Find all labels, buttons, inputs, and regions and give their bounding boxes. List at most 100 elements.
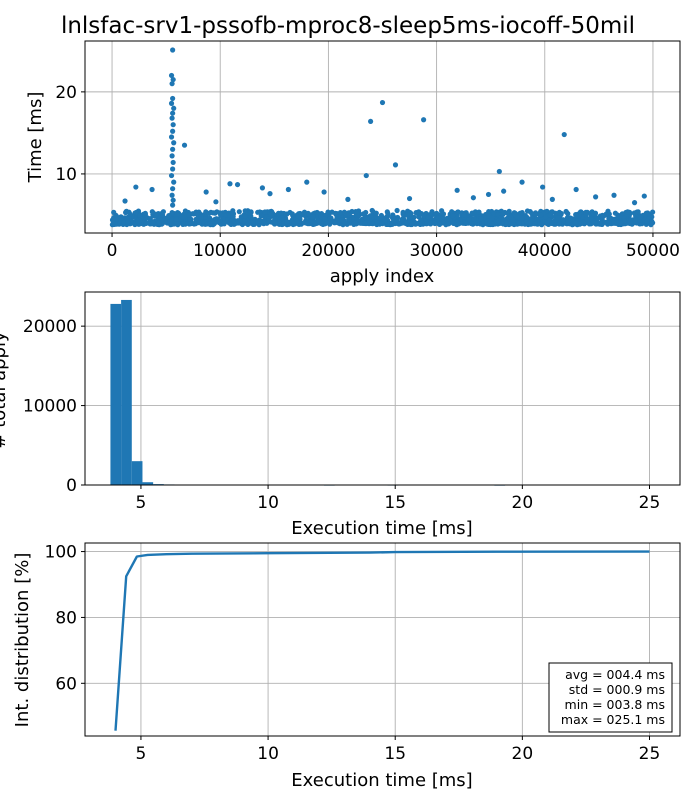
scatter-baseline-point (217, 217, 223, 224)
scatter-baseline-point (166, 213, 172, 219)
scatter-baseline-point (167, 219, 173, 225)
scatter-point-20 (169, 192, 175, 198)
scatter-point-54 (549, 196, 555, 202)
scatter-baseline-point (400, 209, 406, 215)
scatter-point-12 (171, 140, 177, 146)
scatter-baseline-point (160, 212, 166, 218)
scatter-baseline-point (555, 215, 561, 221)
scatter-baseline-point (332, 220, 338, 226)
scatter-baseline-point (538, 212, 544, 218)
scatter-baseline-point (516, 220, 523, 226)
scatter-baseline-point (495, 218, 501, 224)
cumulative-ytick-label-2: 100 (45, 543, 77, 563)
scatter-baseline-point (578, 220, 584, 226)
scatter-baseline-point (133, 209, 139, 216)
scatter-baseline-point (324, 220, 330, 226)
histogram-ylabel: # total apply (0, 331, 10, 449)
scatter-baseline-point (125, 219, 131, 225)
scatter-point-28 (392, 162, 399, 168)
scatter-xlabel: apply index (330, 266, 435, 287)
scatter-baseline-point (265, 218, 272, 224)
histogram-bar-1 (121, 299, 132, 485)
scatter-baseline-point (532, 221, 538, 227)
scatter-baseline-point (440, 211, 447, 217)
scatter-baseline-point (649, 219, 655, 226)
scatter-xtick-label-4: 40000 (518, 241, 572, 261)
scatter-baseline-point (504, 221, 510, 227)
scatter-point-46 (593, 194, 599, 200)
scatter-baseline-point (423, 221, 430, 227)
cumulative-ytick-label-0: 60 (55, 674, 77, 694)
scatter-point-6 (171, 105, 177, 111)
scatter-baseline-point (127, 211, 133, 217)
scatter-baseline-point (352, 220, 358, 226)
scatter-baseline-point (207, 220, 213, 227)
scatter-baseline-point (360, 211, 366, 217)
scatter-baseline-point (376, 215, 382, 221)
stats-min: min = 003.8 ms (565, 697, 665, 712)
cumulative-ylabel: Int. distribution [%] (12, 553, 33, 728)
scatter-baseline-point (644, 218, 650, 224)
scatter-baseline-point (643, 210, 649, 216)
scatter-point-53 (122, 198, 128, 204)
scatter-baseline-point (179, 214, 185, 220)
scatter-point-29 (496, 168, 502, 175)
scatter-baseline-point (450, 213, 456, 219)
scatter-baseline-point (153, 213, 159, 219)
scatter-baseline-point (329, 209, 335, 215)
scatter-baseline-point (305, 221, 311, 227)
scatter-baseline-point (278, 210, 284, 216)
scatter-baseline-point (565, 219, 571, 225)
scatter-baseline-point (150, 220, 156, 226)
cumulative-line-layer (114, 550, 650, 731)
scatter-baseline-point (382, 217, 388, 223)
scatter-baseline-point (445, 221, 451, 227)
scatter-baseline-point (111, 209, 117, 215)
scatter-baseline-point (577, 209, 584, 215)
scatter-point-51 (345, 196, 351, 202)
scatter-point-8 (169, 115, 175, 121)
scatter-baseline-point (574, 213, 580, 219)
scatter-baseline-point (174, 211, 180, 217)
scatter-baseline-point (600, 213, 606, 220)
scatter-point-50 (470, 195, 476, 201)
scatter-xtick-label-0: 0 (107, 241, 118, 261)
scatter-point-55 (631, 200, 638, 206)
scatter-baseline-point (519, 215, 525, 221)
scatter-baseline-point (362, 220, 368, 227)
scatter-baseline-point (590, 220, 596, 226)
scatter-baseline-point (469, 210, 475, 216)
scatter-baseline-point (143, 220, 150, 226)
scatter-point-1 (168, 72, 175, 79)
scatter-baseline-point (513, 213, 520, 219)
histogram-bar-2 (131, 461, 143, 485)
scatter-xtick-label-5: 50000 (626, 241, 680, 261)
scatter-baseline-point (500, 211, 506, 217)
cumulative-xtick-label-3: 20 (512, 744, 534, 764)
histogram-ytick-label-0: 0 (66, 476, 77, 496)
scatter-baseline-point (417, 221, 423, 227)
histogram-bars (110, 299, 506, 486)
scatter-point-5 (168, 100, 175, 106)
scatter-baseline-point (617, 214, 623, 220)
scatter-baseline-point (528, 220, 534, 226)
histogram-ticks: 5 10 15 20 25 0 10000 20000 (23, 317, 660, 513)
scatter-baseline-point (425, 214, 431, 220)
scatter-point-23 (181, 142, 188, 148)
scatter-baseline-point (606, 215, 613, 221)
scatter-baseline-point (572, 220, 579, 226)
scatter-baseline-point (455, 221, 462, 227)
scatter-baseline-point (174, 221, 180, 227)
scatter-point-52 (213, 199, 219, 205)
scatter-baseline-point (173, 217, 179, 223)
scatter-baseline-point (418, 211, 424, 217)
scatter-point-24 (379, 99, 386, 106)
scatter-point-45 (485, 191, 492, 198)
scatter-baseline-point (379, 221, 385, 227)
scatter-baseline-point (404, 212, 410, 218)
stats-std: std = 000.9 ms (569, 682, 665, 697)
scatter-baseline-point (228, 221, 234, 227)
histogram-frame (84, 291, 681, 486)
scatter-baseline-point (236, 209, 242, 215)
